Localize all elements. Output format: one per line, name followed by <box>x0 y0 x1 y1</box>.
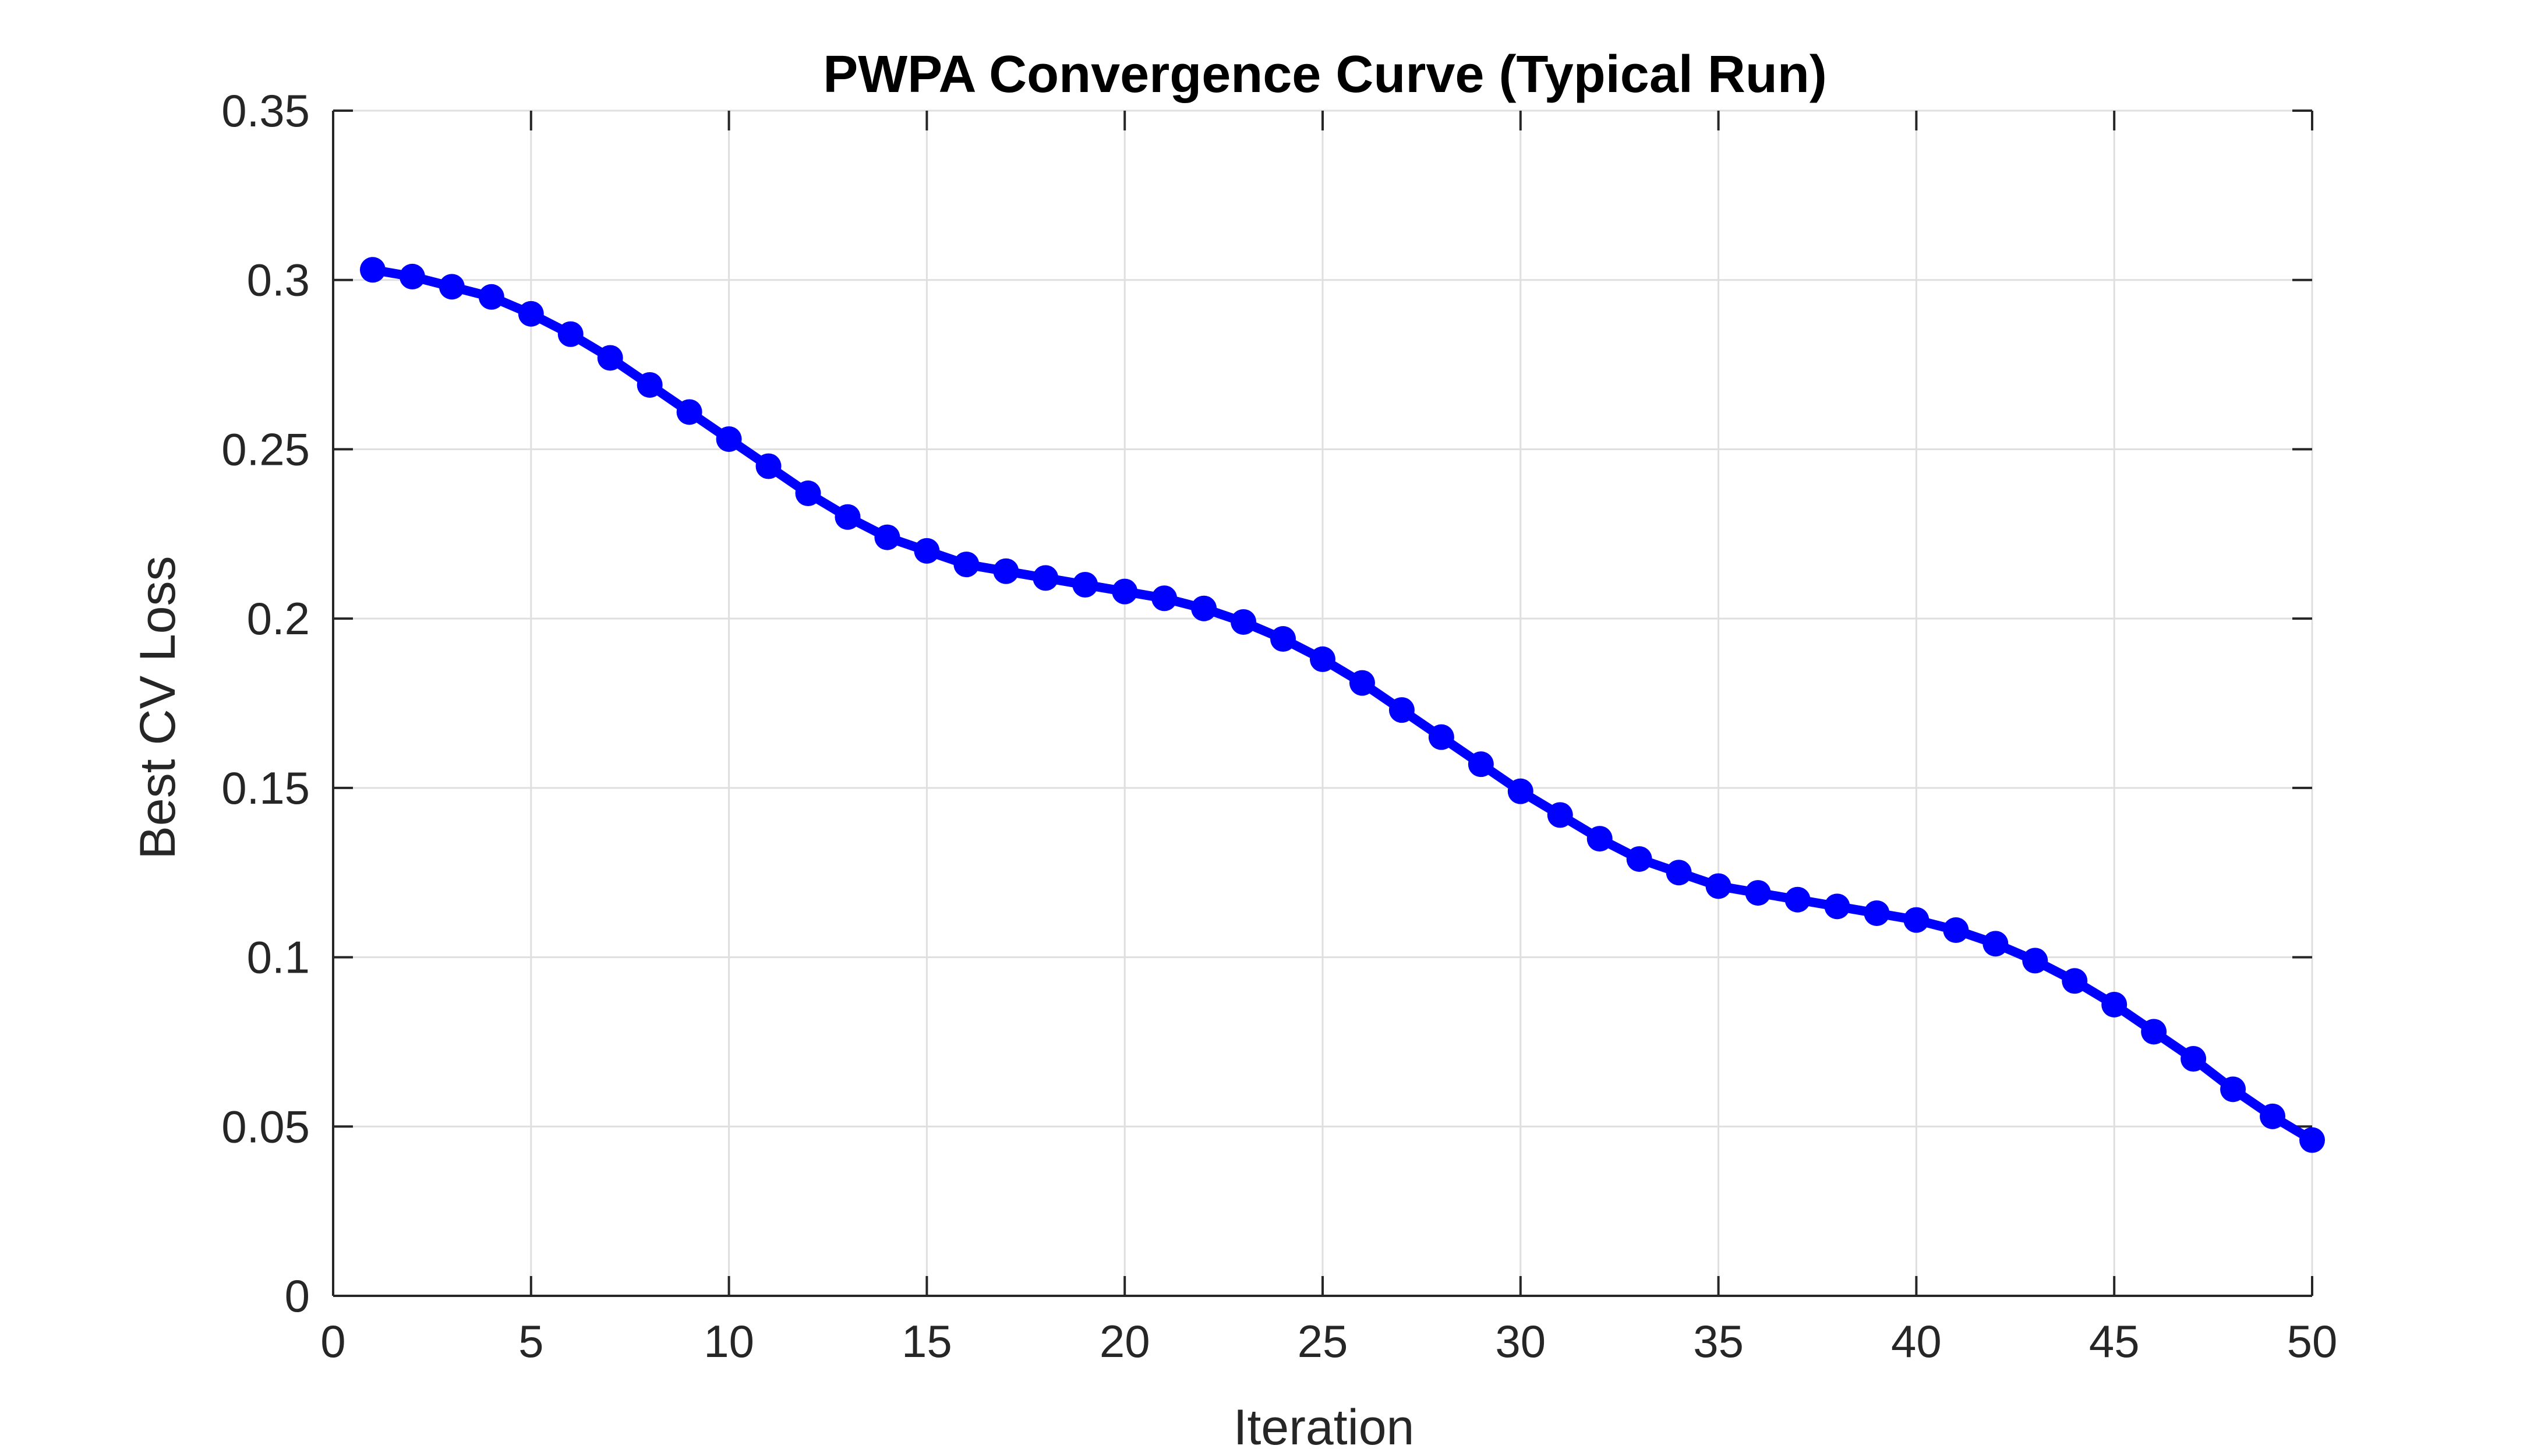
data-point <box>835 504 861 530</box>
data-point <box>1231 609 1257 635</box>
x-tick-label: 10 <box>704 1316 754 1367</box>
data-point <box>1270 626 1296 652</box>
y-tick-label: 0.05 <box>221 1101 310 1152</box>
x-tick-label: 50 <box>2287 1316 2338 1367</box>
x-tick-label: 0 <box>320 1316 345 1367</box>
y-tick-label: 0.2 <box>247 593 310 644</box>
data-point <box>1586 826 1613 852</box>
data-point <box>637 372 663 398</box>
data-point <box>1864 900 1890 926</box>
data-point <box>1982 931 2009 957</box>
data-point <box>1824 893 1850 920</box>
data-point <box>993 558 1019 584</box>
data-point <box>399 263 425 289</box>
y-axis-label: Best CV Loss <box>130 556 186 860</box>
data-point <box>557 321 584 347</box>
data-point <box>2220 1076 2246 1102</box>
y-tick-label: 0.35 <box>221 85 310 136</box>
data-point <box>1705 873 1731 899</box>
data-point <box>1745 880 1771 906</box>
x-tick-label: 5 <box>518 1316 543 1367</box>
x-axis-label: Iteration <box>1234 1400 1415 1455</box>
data-point <box>2062 968 2088 994</box>
x-tick-label: 30 <box>1495 1316 1546 1367</box>
y-tick-label: 0 <box>285 1270 310 1321</box>
data-point <box>2299 1127 2325 1153</box>
x-tick-label: 15 <box>902 1316 952 1367</box>
data-point <box>1310 646 1335 672</box>
data-point <box>795 480 821 507</box>
data-point <box>439 274 465 300</box>
data-point <box>1151 585 1178 612</box>
data-point <box>1943 917 1969 943</box>
data-point <box>2022 948 2048 974</box>
data-point <box>1784 886 1811 913</box>
data-point <box>755 453 782 479</box>
data-point <box>1903 907 1929 933</box>
data-point <box>716 426 742 452</box>
data-point <box>1428 724 1454 750</box>
data-point <box>597 345 623 371</box>
series <box>359 257 2325 1153</box>
data-point <box>1349 670 1375 696</box>
x-tick-label: 35 <box>1693 1316 1744 1367</box>
data-point <box>1388 697 1415 723</box>
y-tick-label: 0.3 <box>247 255 310 306</box>
chart-title: PWPA Convergence Curve (Typical Run) <box>823 45 1827 104</box>
data-point <box>1191 595 1217 621</box>
x-tick-label: 45 <box>2089 1316 2140 1367</box>
data-point <box>1547 802 1573 828</box>
y-tick-label: 0.15 <box>221 762 310 814</box>
x-tick-label: 40 <box>1891 1316 1942 1367</box>
x-tick-label: 25 <box>1298 1316 1348 1367</box>
data-point <box>914 538 940 564</box>
data-point <box>1112 578 1138 605</box>
data-point <box>1666 860 1692 886</box>
data-point <box>1507 778 1533 804</box>
data-point <box>1033 565 1059 591</box>
data-point <box>676 399 702 425</box>
data-point <box>1468 751 1494 778</box>
data-point <box>2101 991 2128 1017</box>
data-point <box>874 524 900 550</box>
data-point <box>1072 572 1098 598</box>
data-point <box>478 284 504 310</box>
y-tick-label: 0.25 <box>221 423 310 475</box>
data-point <box>2260 1103 2286 1129</box>
data-point <box>2181 1046 2207 1072</box>
data-point <box>953 552 980 578</box>
x-tick-label: 20 <box>1100 1316 1150 1367</box>
ticks: 0 5 10 15 20 25 30 35 40 45 50 0 0.05 0.1 0.15 0.2 0.25 0… <box>221 85 2337 1367</box>
data-point <box>1626 846 1652 872</box>
data-point <box>359 257 386 283</box>
data-point <box>2141 1019 2167 1045</box>
data-point <box>518 301 544 327</box>
y-tick-label: 0.1 <box>247 932 310 983</box>
